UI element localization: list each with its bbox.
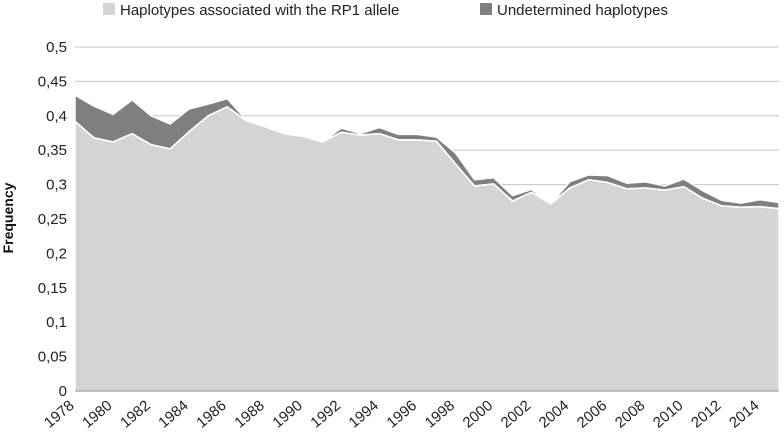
y-tick-label: 0,25 (38, 211, 67, 228)
x-tick-label: 2006 (574, 397, 610, 431)
chart-legend: Haplotypes associated with the RP1 allel… (103, 2, 668, 19)
legend-label-rp1: Haplotypes associated with the RP1 allel… (120, 2, 399, 19)
area-series (74, 94, 780, 392)
x-tick-label: 2000 (460, 397, 496, 431)
x-tick-label: 1992 (307, 397, 343, 431)
y-axis-title: Frequency (0, 182, 16, 253)
y-tick-label: 0,35 (38, 142, 67, 159)
x-tick-label: 2010 (650, 397, 686, 431)
x-tick-label: 1980 (79, 397, 115, 431)
x-tick-label: 1990 (269, 397, 305, 431)
y-tick-label: 0,1 (46, 314, 67, 331)
x-tick-label: 1994 (346, 397, 382, 431)
x-tick-label: 2004 (536, 397, 572, 431)
x-tick-label: 1996 (384, 397, 420, 431)
x-tick-label: 1978 (41, 397, 77, 431)
series-boundary-line (74, 105, 780, 210)
x-tick-label: 1982 (117, 397, 153, 431)
y-tick-label: 0,45 (38, 73, 67, 90)
x-tick-label: 2002 (498, 397, 534, 431)
x-tick-label: 1984 (155, 397, 191, 431)
y-tick-label: 0,3 (46, 177, 67, 194)
x-tick-label: 1998 (422, 397, 458, 431)
x-tick-label: 2008 (612, 397, 648, 431)
x-tick-label: 2012 (688, 397, 724, 431)
area-series-0 (74, 106, 780, 392)
y-tick-label: 0,5 (46, 39, 67, 56)
x-tick-label: 1988 (231, 397, 267, 431)
x-axis-tick-labels: 1978 1980 1982 1984 1986 1988 1990 1992 1994 1996… (41, 397, 762, 431)
y-tick-label: 0,15 (38, 280, 67, 297)
x-tick-label: 1986 (193, 397, 229, 431)
y-axis-tick-labels: 0 0,05 0,1 0,15 0,2 0,25 0,3 0,35 0,4 0,45 0,5 (38, 39, 67, 400)
x-tick-label: 2014 (726, 397, 762, 431)
legend-label-undetermined: Undetermined haplotypes (497, 2, 668, 19)
y-tick-label: 0,2 (46, 245, 67, 262)
y-tick-label: 0 (59, 383, 67, 400)
legend-swatch-undetermined (480, 3, 492, 15)
legend-swatch-rp1 (103, 3, 115, 15)
y-tick-label: 0,05 (38, 349, 67, 366)
y-tick-label: 0,4 (46, 108, 67, 125)
